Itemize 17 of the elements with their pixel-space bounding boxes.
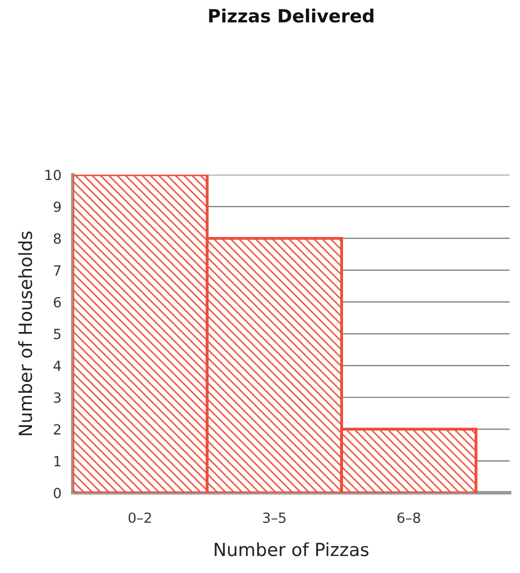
y-tick-label: 4: [54, 360, 61, 371]
y-tick-label: 7: [54, 265, 60, 276]
y-tick-label: 2: [54, 424, 60, 434]
y-axis-title: Number of Households: [18, 231, 32, 436]
x-axis-title: Number of Pizzas: [214, 542, 368, 556]
y-tick-label: 3: [54, 392, 61, 403]
y-tick-label: 1: [54, 456, 60, 466]
chart-title: Pizzas Delivered: [209, 8, 374, 23]
y-tick-label: 0: [54, 488, 61, 498]
x-tick-label: 6–8: [397, 512, 420, 523]
x-tick-label: 3–5: [263, 512, 286, 523]
y-tick-label: 9: [54, 202, 61, 212]
x-tick-label: 0–2: [128, 512, 151, 523]
y-tick-label: 5: [54, 328, 60, 340]
y-tick-label: 6: [54, 296, 61, 308]
y-tick-label: 8: [54, 233, 61, 244]
y-tick-label: 10: [46, 170, 61, 180]
